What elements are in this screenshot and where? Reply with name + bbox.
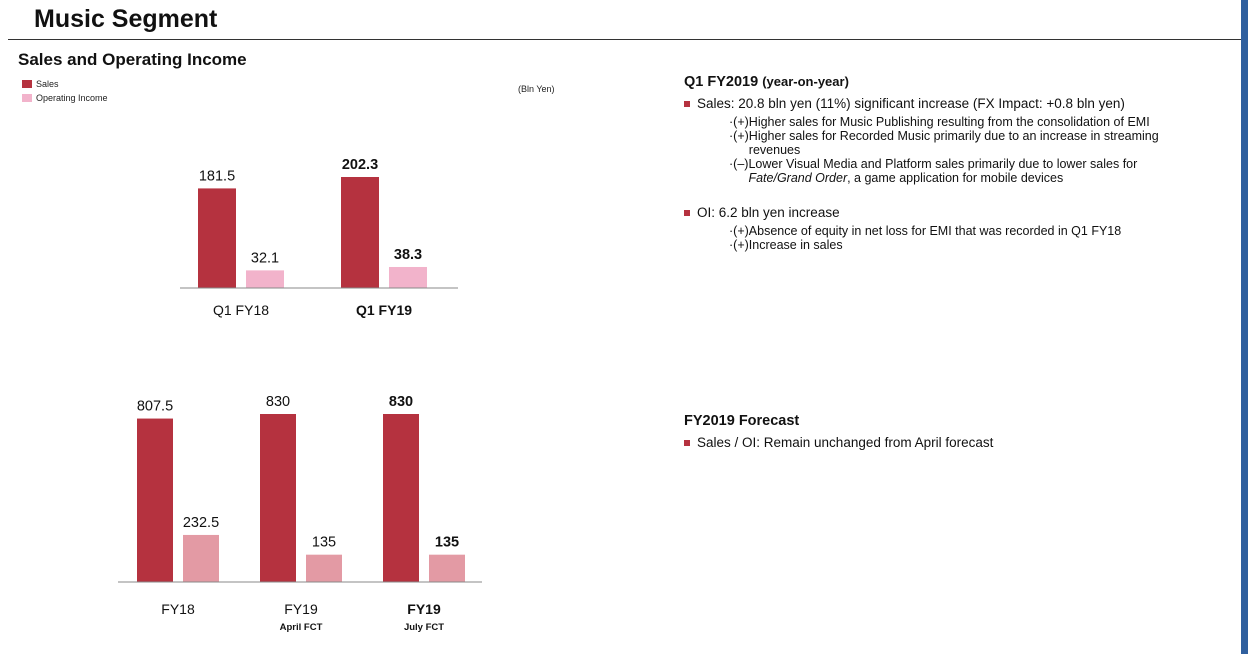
sub-point-marker: ·(+) (729, 238, 749, 252)
unit-label: (Bln Yen) (518, 84, 555, 94)
operating-income-bar (429, 554, 465, 582)
sales-bullet: Sales: 20.8 bln yen (11%) significant in… (684, 96, 1229, 111)
operating-income-bar (306, 554, 342, 582)
sub-point-text-tail: , a game application for mobile devices (847, 171, 1064, 185)
category-label: Q1 FY18 (213, 302, 269, 318)
oi-sub-point: ·(+) Increase in sales (729, 238, 1229, 252)
forecast-bullet: Sales / OI: Remain unchanged from April … (684, 435, 1229, 450)
sales-sub-points: ·(+) Higher sales for Music Publishing r… (729, 115, 1229, 185)
operating-income-value-label: 135 (312, 535, 336, 551)
window-edge (1241, 0, 1248, 654)
sub-point-text: Absence of equity in net loss for EMI th… (748, 224, 1122, 238)
legend-swatch-sales (22, 80, 32, 88)
sales-bar (383, 414, 419, 582)
sales-sub-point: ·(+) Higher sales for Recorded Music pri… (729, 129, 1229, 157)
sales-bar (137, 418, 173, 582)
category-label: FY18 (161, 601, 195, 617)
operating-income-bar (389, 266, 427, 288)
sales-value-label: 830 (389, 394, 413, 410)
bullet-square-icon (684, 440, 690, 446)
q1-commentary: Q1 FY2019 (year-on-year) Sales: 20.8 bln… (684, 74, 1229, 252)
forecast-bullet-text: Sales / OI: Remain unchanged from April … (697, 435, 994, 450)
q1-heading: Q1 FY2019 (year-on-year) (684, 74, 1229, 90)
category-sublabel: July FCT (404, 622, 444, 633)
legend-swatch-operating-income (22, 94, 32, 102)
sub-point-marker: ·(+) (729, 224, 749, 238)
bullet-square-icon (684, 210, 690, 216)
bullet-square-icon (684, 101, 690, 107)
sub-point-marker: ·(–) (729, 157, 749, 171)
sales-bullet-text: Sales: 20.8 bln yen (11%) significant in… (697, 96, 1125, 111)
sub-point-text-main: Lower Visual Media and Platform sales pr… (748, 157, 1138, 171)
section-subtitle: Sales and Operating Income (18, 50, 247, 69)
sales-value-label: 202.3 (342, 157, 378, 173)
oi-sub-points: ·(+) Absence of equity in net loss for E… (729, 224, 1229, 252)
sales-value-label: 830 (266, 394, 290, 410)
sales-sub-point: ·(+) Higher sales for Music Publishing r… (729, 115, 1229, 129)
oi-bullet-text: OI: 6.2 bln yen increase (697, 205, 840, 220)
operating-income-value-label: 38.3 (394, 247, 422, 263)
page-title: Music Segment (34, 5, 218, 33)
sub-point-marker: ·(+) (729, 129, 749, 143)
sales-value-label: 181.5 (199, 168, 235, 184)
forecast-commentary: FY2019 Forecast Sales / OI: Remain uncha… (684, 413, 1229, 450)
operating-income-bar (246, 270, 284, 288)
operating-income-value-label: 135 (435, 535, 459, 551)
legend-label-sales: Sales (36, 79, 59, 89)
category-label: FY19 (407, 601, 441, 617)
sub-point-text: Higher sales for Recorded Music primaril… (748, 129, 1159, 157)
chart-legend: Sales Operating Income (22, 77, 108, 105)
category-sublabel: April FCT (280, 622, 323, 633)
legend-item-operating-income: Operating Income (22, 91, 108, 105)
operating-income-bar (183, 534, 219, 582)
title-divider (8, 39, 1241, 40)
operating-income-value-label: 232.5 (183, 515, 219, 531)
sub-point-text: Lower Visual Media and Platform sales pr… (748, 157, 1193, 185)
sales-value-label: 807.5 (137, 399, 173, 415)
legend-label-operating-income: Operating Income (36, 93, 108, 103)
forecast-heading: FY2019 Forecast (684, 413, 800, 429)
sub-point-text: Higher sales for Music Publishing result… (748, 115, 1150, 129)
sales-bar (260, 414, 296, 582)
sales-sub-point: ·(–) Lower Visual Media and Platform sal… (729, 157, 1229, 185)
sales-bar (198, 188, 236, 288)
sub-point-marker: ·(+) (729, 115, 749, 129)
q1-heading-main: Q1 FY2019 (684, 74, 759, 90)
sub-point-text: Increase in sales (748, 238, 843, 252)
category-label: FY19 (284, 601, 318, 617)
legend-item-sales: Sales (22, 77, 108, 91)
q1-heading-note: (year-on-year) (762, 74, 849, 89)
sales-bar (341, 177, 379, 288)
game-title: Fate/Grand Order (748, 171, 848, 185)
operating-income-value-label: 32.1 (251, 250, 279, 266)
oi-sub-point: ·(+) Absence of equity in net loss for E… (729, 224, 1229, 238)
oi-bullet: OI: 6.2 bln yen increase (684, 205, 1229, 220)
category-label: Q1 FY19 (356, 302, 412, 318)
